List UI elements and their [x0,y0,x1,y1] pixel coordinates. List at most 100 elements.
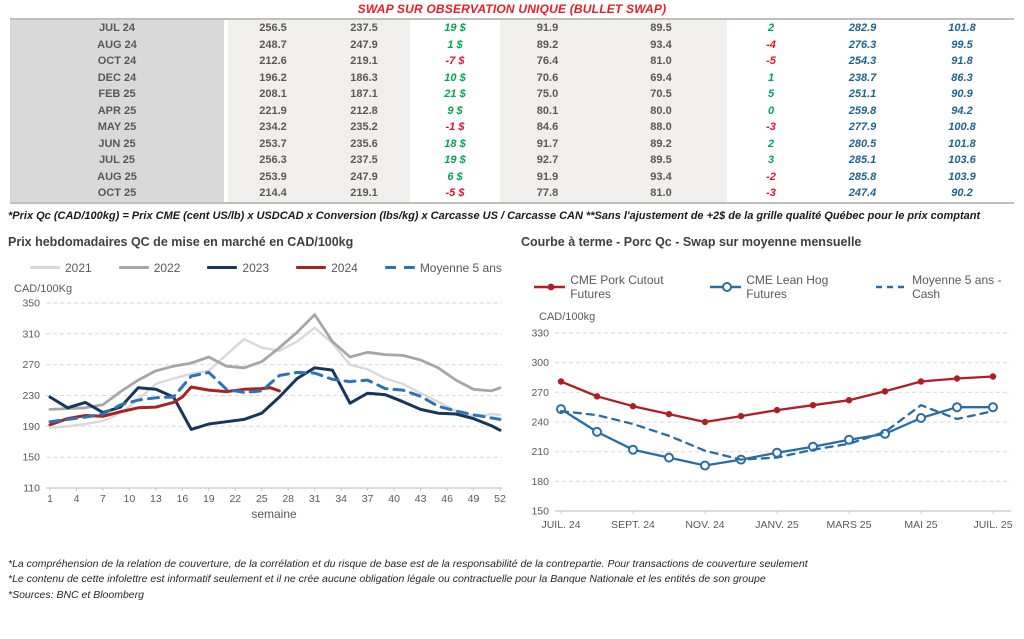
legend-item-2022: 2022 [118,261,180,275]
legend-swatch [875,285,908,288]
qc-swap-cell: 208.1 [228,86,318,103]
cutout-cell: 254.3 [848,55,877,68]
data-point [593,392,601,399]
svg-text:43: 43 [415,493,427,505]
us-spot-cell: 69.4 [595,69,727,86]
legend-swatch [118,265,149,270]
swap-table-wrap: JUL 24 256.5 237.5 19 $91.9 89.5 2 282.9 101.8 A… [10,18,1014,204]
qc-spot-cell: 237.5 [318,152,410,169]
svg-text:1: 1 [47,493,53,505]
diff-us-cell: -3 [766,187,776,200]
us-spot-cell: 80.0 [595,102,727,119]
us-swap-cell: 80.1 [500,102,595,119]
table-row: JUL 24 256.5 237.5 19 $ 91.9 89.5 2 282.9 101.8 [10,20,1014,37]
us-spot-cell: 81.0 [595,53,727,70]
data-point [916,412,926,423]
legend-item-cme-lean-hog-futures: CME Lean Hog Futures [709,273,859,301]
legend-item-moyenne-5-ans: Moyenne 5 ans [384,260,502,275]
svg-text:7: 7 [100,493,106,505]
legend-item-2024: 2024 [296,261,358,275]
data-point [557,377,565,385]
diff-us-cell: -2 [766,170,776,183]
hog-cell: 99.5 [951,38,973,51]
us-swap-cell: 91.7 [500,135,595,152]
legend-label: 2023 [242,260,270,275]
us-spot-cell: 81.0 [595,185,727,202]
svg-text:SEPT. 24: SEPT. 24 [611,519,655,531]
svg-text:210: 210 [531,446,549,458]
hog-cell: 90.9 [951,88,973,101]
diff-cad-cell: 10 $ [444,71,466,84]
legend-label: 2024 [331,260,358,275]
month-cell: AUG 25 [10,168,224,185]
data-point [844,434,854,445]
qc-spot-cell: 235.2 [318,119,410,136]
table-row: DEC 24 196.2 186.3 10 $ 70.6 69.4 1 238.7 86.3 [10,69,1014,86]
weekly-price-line-chart: 350 310 270 230 190 150 110 1 4 7 10 13 16 19 22 25 28 31… [22,297,506,521]
cutout-cell: 276.3 [848,38,877,51]
hog-cell: 101.8 [948,22,976,35]
qc-swap-cell: 221.9 [228,102,318,119]
svg-text:28: 28 [282,493,294,505]
month-cell: MAY 25 [10,119,224,136]
qc-swap-cell: 253.9 [228,168,318,185]
qc-spot-cell: 212.8 [318,102,410,119]
us-spot-cell: 88.0 [595,119,727,136]
month-cell: OCT 24 [10,53,224,70]
cutout-cell: 251.1 [848,88,877,101]
weekly-chart-y-unit: CAD/100Kg [14,282,73,295]
us-spot-cell: 70.5 [595,86,727,103]
svg-text:150: 150 [22,451,40,463]
diff-us-cell: 2 [767,137,775,150]
sources-line: *Sources: BNC et Bloomberg [8,588,144,601]
svg-text:16: 16 [177,493,189,505]
legend-swatch [534,283,566,290]
hog-cell: 91.8 [951,55,973,68]
weekly-price-chart-panel: Prix hebdomadaires QC de mise en marché … [0,235,506,541]
diff-cad-cell: -7 $ [445,55,465,68]
legend-item-2023: 2023 [207,261,269,275]
svg-text:4: 4 [74,493,80,505]
diff-cad-cell: 18 $ [444,137,466,150]
diff-cad-cell: -5 $ [445,187,465,200]
cutout-cell: 285.8 [848,170,877,183]
hog-cell: 94.2 [951,104,973,117]
swap-table-body: JUL 24 256.5 237.5 19 $91.9 89.5 2 282.9 101.8 A… [10,20,1014,202]
us-spot-cell: 93.4 [595,36,727,53]
hog-cell: 90.2 [951,187,973,200]
data-point [989,372,997,380]
data-point [628,444,638,455]
qc-swap-cell: 248.7 [228,36,318,53]
table-row: OCT 25 214.4 219.1 -5 $ 77.8 81.0 -3 247.4 90.2 [10,185,1014,202]
svg-text:JUIL. 24: JUIL. 24 [541,519,580,531]
svg-text:JANV. 25: JANV. 25 [755,519,799,531]
cutout-cell: 282.9 [848,22,877,35]
svg-text:330: 330 [531,327,549,339]
disclaimer-line-2: *Le contenu de cette infolettre est info… [8,573,766,585]
data-point [952,401,962,412]
month-cell: AUG 24 [10,36,224,53]
svg-text:110: 110 [23,482,40,494]
forward-chart-legend: CME Pork Cutout Futures CME Lean Hog Futu… [533,273,1020,301]
month-cell: FEB 25 [10,86,224,103]
qc-swap-cell: 234.2 [228,119,318,136]
forward-curve-line-chart: 330 300 270 240 210 180 150 JUIL. 24 SEPT. 24 NOV… [531,327,1012,531]
legend-label: Moyenne 5 ans [419,260,502,275]
month-cell: APR 25 [10,102,224,119]
legend-swatch [710,281,742,292]
svg-text:semaine: semaine [251,507,297,521]
month-cell: JUL 24 [10,20,224,37]
data-point [737,412,745,419]
diff-us-cell: 0 [767,104,775,117]
data-point [988,401,998,412]
diff-cad-cell: 21 $ [444,88,466,101]
legend-item-moyenne-5-ans-cash: Moyenne 5 ans - Cash [875,273,1020,301]
table-row: APR 25 221.9 212.8 9 $ 80.1 80.0 0 259.8 94.2 [10,102,1014,119]
legend-label: Moyenne 5 ans - Cash [912,272,1002,301]
cutout-cell: 247.4 [848,187,877,200]
legend-item-cme-pork-cutout-futures: CME Pork Cutout Futures [533,273,693,301]
legend-swatch [207,265,238,270]
swap-table: JUL 24 256.5 237.5 19 $91.9 89.5 2 282.9 101.8 A… [10,20,1014,202]
svg-text:25: 25 [256,493,268,505]
svg-text:350: 350 [22,297,40,309]
